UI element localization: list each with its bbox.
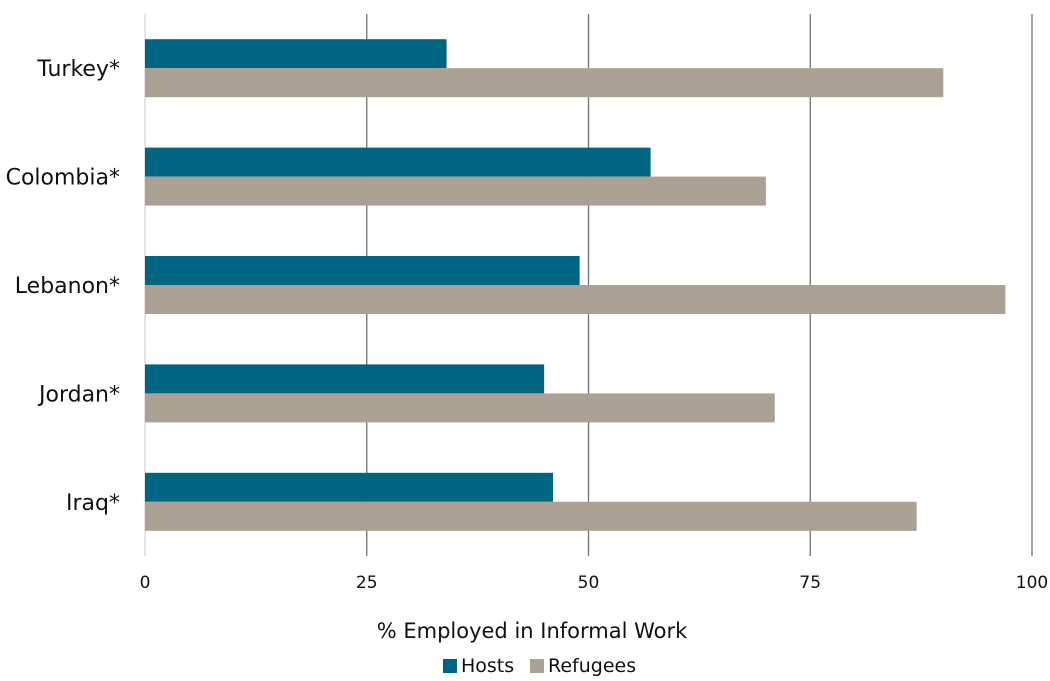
x-axis-title: % Employed in Informal Work: [377, 619, 688, 643]
category-label-3: Jordan*: [37, 382, 120, 407]
bar-refugees-0: [145, 68, 943, 97]
bar-refugees-3: [145, 393, 775, 422]
legend-swatch-refugees: [530, 659, 544, 673]
tick-labels: 0 25 50 75 100: [140, 573, 1049, 593]
tick-label-75: 75: [799, 573, 821, 593]
legend-swatch-hosts: [443, 659, 457, 673]
tick-label-50: 50: [578, 573, 600, 593]
bar-refugees-4: [145, 502, 917, 531]
bar-hosts-3: [145, 364, 544, 393]
bar-hosts-2: [145, 256, 580, 285]
tick-label-25: 25: [356, 573, 378, 593]
category-label-2: Lebanon*: [15, 274, 120, 299]
bars: [145, 39, 1005, 531]
legend-label-refugees: Refugees: [548, 655, 636, 677]
bar-hosts-1: [145, 148, 651, 177]
category-labels: Turkey* Colombia* Lebanon* Jordan* Iraq*: [6, 57, 120, 516]
bar-hosts-4: [145, 473, 553, 502]
legend: Hosts Refugees: [443, 655, 636, 677]
category-label-4: Iraq*: [66, 491, 120, 516]
category-label-1: Colombia*: [6, 166, 120, 191]
tick-label-100: 100: [1016, 573, 1048, 593]
bar-hosts-0: [145, 39, 447, 68]
category-label-0: Turkey*: [36, 57, 120, 82]
legend-label-hosts: Hosts: [461, 655, 514, 677]
bar-refugees-2: [145, 285, 1005, 314]
bar-refugees-1: [145, 177, 766, 206]
tick-label-0: 0: [140, 573, 151, 593]
